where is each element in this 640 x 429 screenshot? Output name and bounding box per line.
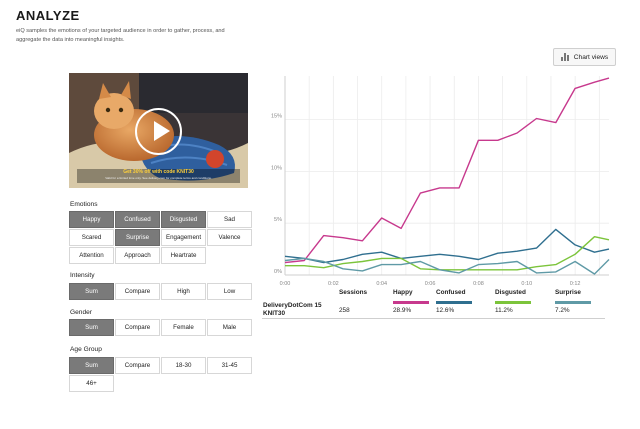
x-tick-label: 0:10 bbox=[521, 281, 532, 287]
emotions-option-attention[interactable]: Attention bbox=[69, 247, 114, 264]
emotions-option-heartrate[interactable]: Heartrate bbox=[161, 247, 206, 264]
col-header-surprise: Surprise bbox=[555, 289, 581, 296]
emotions-label: Emotions bbox=[70, 201, 98, 208]
y-tick-label: 0% bbox=[274, 269, 282, 275]
series-line-surprise bbox=[284, 257, 610, 275]
x-tick-label: 0:06 bbox=[425, 281, 436, 287]
col-header-disgusted: Disgusted bbox=[495, 289, 526, 296]
x-tick-label: 0:00 bbox=[280, 281, 291, 287]
gender-option-female[interactable]: Female bbox=[161, 319, 206, 336]
gender-option-compare[interactable]: Compare bbox=[115, 319, 160, 336]
emotions-option-engagement[interactable]: Engagement bbox=[161, 229, 206, 246]
promo-subtext: Valid for a limited time only. See deliv… bbox=[105, 176, 212, 180]
intensity-option-high[interactable]: High bbox=[161, 283, 206, 300]
intensity-option-low[interactable]: Low bbox=[207, 283, 252, 300]
x-tick-label: 0:08 bbox=[473, 281, 484, 287]
age-group-option-18-30[interactable]: 18-30 bbox=[161, 357, 206, 374]
emotions-options: Happy Confused Disgusted Sad Scared Surprise E… bbox=[69, 211, 252, 264]
x-tick-label: 0:12 bbox=[570, 281, 581, 287]
intensity-option-sum[interactable]: Sum bbox=[69, 283, 114, 300]
emotions-option-confused[interactable]: Confused bbox=[115, 211, 160, 228]
chart-views-button[interactable]: Chart views bbox=[553, 48, 616, 66]
cell-sessions: 258 bbox=[339, 307, 350, 314]
promo-text: Get 30% off with code KNIT30 bbox=[123, 169, 194, 175]
happy-legend-swatch bbox=[393, 301, 429, 304]
col-header-sessions: Sessions bbox=[339, 289, 368, 296]
emotions-option-surprise[interactable]: Surprise bbox=[115, 229, 160, 246]
bar-chart-icon bbox=[560, 53, 570, 61]
video-player[interactable]: Get 30% off with code KNIT30 Valid for a… bbox=[69, 73, 248, 188]
emotions-option-happy[interactable]: Happy bbox=[69, 211, 114, 228]
y-tick-label: 5% bbox=[274, 217, 282, 223]
play-icon bbox=[154, 121, 170, 141]
intensity-option-compare[interactable]: Compare bbox=[115, 283, 160, 300]
col-header-confused: Confused bbox=[436, 289, 466, 296]
series-line-happy bbox=[284, 77, 610, 264]
age-group-option-31-45[interactable]: 31-45 bbox=[207, 357, 252, 374]
age-group-option-46-[interactable]: 46+ bbox=[69, 375, 114, 392]
y-tick-label: 10% bbox=[271, 165, 282, 171]
cell-happy: 28.9% bbox=[393, 307, 412, 314]
page-title: ANALYZE bbox=[16, 8, 80, 23]
gender-option-sum[interactable]: Sum bbox=[69, 319, 114, 336]
emotions-option-valence[interactable]: Valence bbox=[207, 229, 252, 246]
gender-label: Gender bbox=[70, 309, 92, 316]
cell-surprise: 7.2% bbox=[555, 307, 570, 314]
emotions-option-approach[interactable]: Approach bbox=[115, 247, 160, 264]
series-line-confused bbox=[284, 228, 610, 264]
col-header-happy: Happy bbox=[393, 289, 413, 296]
chart-views-label: Chart views bbox=[573, 53, 609, 61]
emotion-line-chart: 0% 5% 10% 15% 0:00 0:02 0:04 0:06 0:08 0:10 0:12 bbox=[271, 76, 610, 287]
age-group-option-sum[interactable]: Sum bbox=[69, 357, 114, 374]
gender-options: Sum Compare Female Male bbox=[69, 319, 252, 336]
intensity-options: Sum Compare High Low bbox=[69, 283, 252, 300]
emotions-option-disgusted[interactable]: Disgusted bbox=[161, 211, 206, 228]
x-tick-label: 0:02 bbox=[328, 281, 339, 287]
emotions-option-scared[interactable]: Scared bbox=[69, 229, 114, 246]
surprise-legend-swatch bbox=[555, 301, 591, 304]
play-button[interactable] bbox=[135, 108, 182, 155]
gender-option-male[interactable]: Male bbox=[207, 319, 252, 336]
page-description: eiQ samples the emotions of your targete… bbox=[16, 28, 225, 43]
series-line-disgusted bbox=[285, 236, 610, 271]
cell-disgusted: 11.2% bbox=[495, 307, 513, 314]
disgusted-legend-swatch bbox=[495, 301, 531, 304]
x-tick-label: 0:04 bbox=[376, 281, 387, 287]
table-row-name: DeliveryDotCom 15 KNIT30 bbox=[263, 302, 322, 317]
y-tick-label: 15% bbox=[271, 114, 282, 120]
table-divider bbox=[262, 318, 605, 319]
intensity-label: Intensity bbox=[70, 272, 95, 279]
cell-confused: 12.6% bbox=[436, 307, 455, 314]
age-group-options: Sum Compare 18-30 31-45 46+ bbox=[69, 357, 252, 392]
emotions-option-sad[interactable]: Sad bbox=[207, 211, 252, 228]
age-group-option-compare[interactable]: Compare bbox=[115, 357, 160, 374]
confused-legend-swatch bbox=[436, 301, 472, 304]
age-group-label: Age Group bbox=[70, 346, 102, 353]
